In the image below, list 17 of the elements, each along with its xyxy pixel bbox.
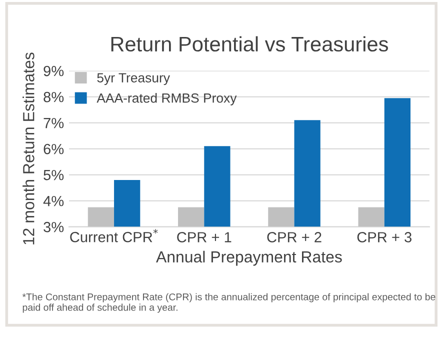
text: *The Constant Prepayment Rate (CPR) is the annualized percentage of principal expected to be paid off ahead of schedule in a year. [22, 293, 436, 313]
x-tick-label: CPR + 3 [357, 232, 412, 242]
y-tick-label: 8% [44, 92, 64, 102]
chart-title: Return Potential vs Treasuries [111, 36, 388, 52]
x-axis-title: Annual Prepayment Rates [156, 250, 342, 266]
y-tick-label: 9% [44, 66, 64, 76]
y-tick-label: 6% [44, 144, 64, 154]
x-tick-label: CPR + 1 [177, 232, 232, 242]
y-tick-label: 7% [44, 118, 64, 128]
y-tick-label: 5% [44, 170, 64, 180]
legend-label: AAA-rated RMBS Proxy [96, 93, 237, 106]
legend-label: 5yr Treasury [97, 73, 170, 86]
y-axis-title: 12 month Return Estimates [22, 52, 34, 244]
y-tick-label: 4% [43, 196, 64, 206]
y-tick-label: 3% [44, 222, 64, 232]
x-tick-label: CPR + 2 [267, 232, 322, 242]
x-tick-label: Current CPR$^{*}$ [70, 228, 158, 242]
